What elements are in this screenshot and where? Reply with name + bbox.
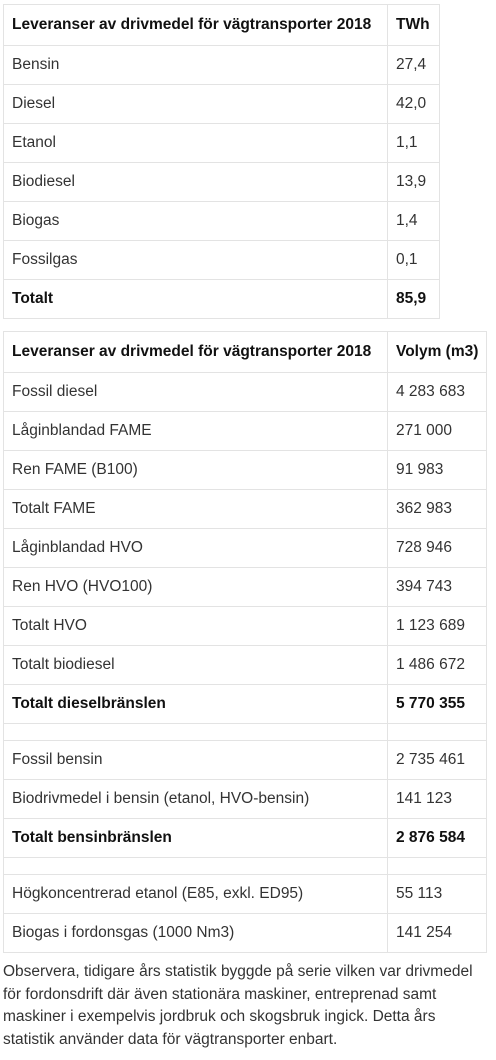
table-row: Biodrivmedel i bensin (etanol, HVO-bensi… [3, 779, 487, 819]
row-value: 4 283 683 [387, 372, 487, 412]
table-row: Bensin 27,4 [3, 45, 440, 85]
row-label: Låginblandad FAME [3, 411, 388, 451]
table-row: Högkoncentrerad etanol (E85, exkl. ED95)… [3, 874, 487, 914]
row-value: 85,9 [387, 279, 440, 319]
row-label: Fossilgas [3, 240, 388, 280]
table-row: Ren FAME (B100) 91 983 [3, 450, 487, 490]
table-header-row: Leveranser av drivmedel för vägtransport… [3, 4, 440, 46]
row-value: 394 743 [387, 567, 487, 607]
header-cell: Leveranser av drivmedel för vägtransport… [3, 4, 388, 46]
header-cell: Volym (m3) [387, 331, 487, 373]
row-label: Totalt HVO [3, 606, 388, 646]
row-label: Totalt bensinbränslen [3, 818, 388, 858]
table-row: Biogas i fordonsgas (1000 Nm3) 141 254 [3, 913, 487, 953]
total-row: Totalt 85,9 [3, 279, 440, 319]
table-row: Totalt biodiesel 1 486 672 [3, 645, 487, 685]
row-value: 141 123 [387, 779, 487, 819]
table-row: Ren HVO (HVO100) 394 743 [3, 567, 487, 607]
row-value: 271 000 [387, 411, 487, 451]
table-row: Fossil bensin 2 735 461 [3, 740, 487, 780]
row-label: Högkoncentrerad etanol (E85, exkl. ED95) [3, 874, 388, 914]
row-value: 362 983 [387, 489, 487, 529]
row-value: 728 946 [387, 528, 487, 568]
fuel-energy-table: Leveranser av drivmedel för vägtransport… [3, 4, 440, 319]
row-label: Diesel [3, 84, 388, 124]
spacer-row [3, 723, 487, 741]
table-row: Totalt FAME 362 983 [3, 489, 487, 529]
table-row: Biodiesel 13,9 [3, 162, 440, 202]
empty-cell [387, 857, 487, 875]
row-value: 13,9 [387, 162, 440, 202]
table-header-row: Leveranser av drivmedel för vägtransport… [3, 331, 487, 373]
statistics-note: Observera, tidigare års statistik byggde… [3, 963, 473, 1048]
table-row: Totalt HVO 1 123 689 [3, 606, 487, 646]
empty-cell [3, 723, 388, 741]
fuel-volume-table: Leveranser av drivmedel för vägtransport… [3, 331, 487, 953]
total-row: Totalt bensinbränslen 2 876 584 [3, 818, 487, 858]
row-label: Biogas i fordonsgas (1000 Nm3) [3, 913, 388, 953]
row-value: 141 254 [387, 913, 487, 953]
row-label: Bensin [3, 45, 388, 85]
row-label: Totalt biodiesel [3, 645, 388, 685]
row-value: 0,1 [387, 240, 440, 280]
row-label: Totalt dieselbränslen [3, 684, 388, 724]
row-label: Biodrivmedel i bensin (etanol, HVO-bensi… [3, 779, 388, 819]
row-value: 1 123 689 [387, 606, 487, 646]
table-row: Låginblandad HVO 728 946 [3, 528, 487, 568]
row-label: Ren FAME (B100) [3, 450, 388, 490]
total-row: Totalt dieselbränslen 5 770 355 [3, 684, 487, 724]
row-label: Fossil bensin [3, 740, 388, 780]
row-label: Biogas [3, 201, 388, 241]
row-value: 55 113 [387, 874, 487, 914]
row-label: Totalt [3, 279, 388, 319]
row-label: Låginblandad HVO [3, 528, 388, 568]
table-row: Etanol 1,1 [3, 123, 440, 163]
header-cell: TWh [387, 4, 440, 46]
row-label: Biodiesel [3, 162, 388, 202]
row-label: Totalt FAME [3, 489, 388, 529]
row-value: 42,0 [387, 84, 440, 124]
row-label: Ren HVO (HVO100) [3, 567, 388, 607]
row-value: 1,1 [387, 123, 440, 163]
empty-cell [3, 857, 388, 875]
row-label: Etanol [3, 123, 388, 163]
row-value: 5 770 355 [387, 684, 487, 724]
spacer-row [3, 857, 487, 875]
empty-cell [387, 723, 487, 741]
header-cell: Leveranser av drivmedel för vägtransport… [3, 331, 388, 373]
row-value: 2 876 584 [387, 818, 487, 858]
row-label: Fossil diesel [3, 372, 388, 412]
row-value: 1,4 [387, 201, 440, 241]
row-value: 1 486 672 [387, 645, 487, 685]
row-value: 27,4 [387, 45, 440, 85]
table-row: Låginblandad FAME 271 000 [3, 411, 487, 451]
table-row: Fossil diesel 4 283 683 [3, 372, 487, 412]
row-value: 91 983 [387, 450, 487, 490]
row-value: 2 735 461 [387, 740, 487, 780]
table-row: Biogas 1,4 [3, 201, 440, 241]
table-row: Fossilgas 0,1 [3, 240, 440, 280]
table-row: Diesel 42,0 [3, 84, 440, 124]
